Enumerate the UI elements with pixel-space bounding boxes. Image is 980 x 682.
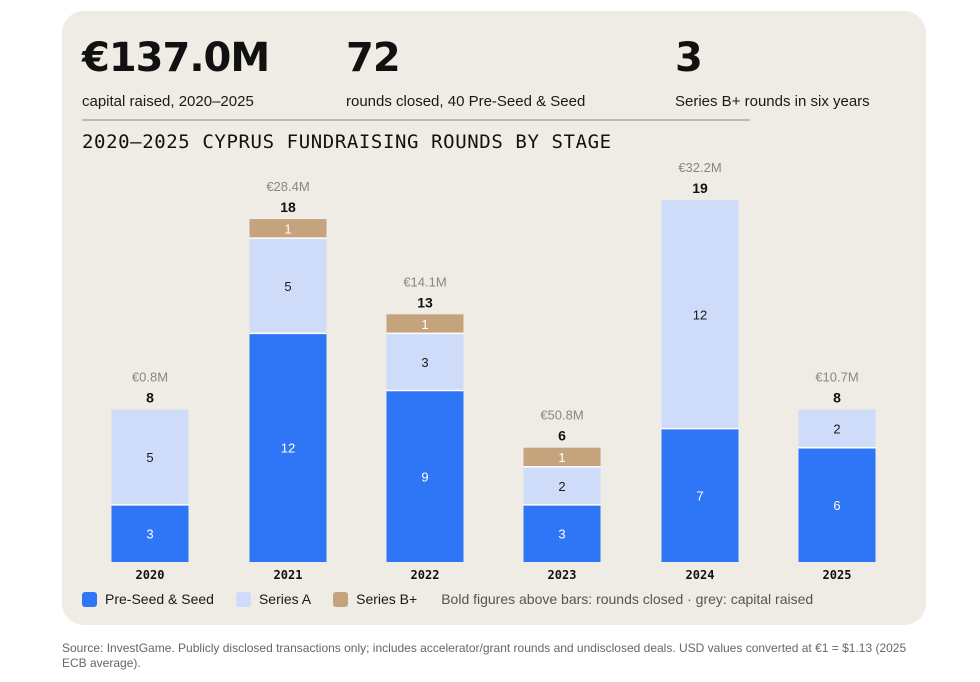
x-tick-label-2025: 2025 [823,568,852,582]
capital-label-2024: €32.2M [678,160,721,175]
kpi-rounds-value: 72 [346,35,401,81]
x-tick-label-2024: 2024 [686,568,715,582]
kpi-rounds-label: rounds closed, 40 Pre-Seed & Seed [346,93,586,110]
bar-value-label-pre-seed-seed-2021: 12 [281,441,295,456]
total-rounds-label-2021: 18 [280,199,296,215]
bar-value-label-pre-seed-seed-2025: 6 [833,498,840,513]
bar-segment-series-a-2020 [111,409,189,505]
bar-value-label-series-a-2022: 3 [421,355,428,370]
source-note: Source: InvestGame. Publicly disclosed t… [62,641,907,670]
bar-value-label-series-a-2024: 12 [693,307,707,322]
total-rounds-label-2025: 8 [833,390,841,406]
bar-segment-series-a-2024 [661,200,739,429]
legend-swatch-series-a [235,591,251,607]
bar-segment-pre-seed-seed-2021 [249,333,327,562]
bar-value-label-pre-seed-seed-2024: 7 [696,488,703,503]
legend-label-series-b: Series B+ [356,591,418,607]
bar-segment-pre-seed-seed-2025 [798,447,876,562]
bar-value-label-pre-seed-seed-2023: 3 [558,526,565,541]
x-tick-label-2021: 2021 [274,568,303,582]
total-rounds-label-2020: 8 [146,390,154,406]
kpi-seriesb-value: 3 [675,35,703,81]
bar-segment-pre-seed-seed-2022 [386,390,464,562]
capital-label-2021: €28.4M [266,179,309,194]
bar-segment-pre-seed-seed-2023 [523,504,601,562]
bar-value-label-series-b-2021: 1 [284,222,291,237]
bar-segment-pre-seed-seed-2024 [661,428,739,562]
total-rounds-label-2024: 19 [692,180,708,196]
kpi-seriesb-label: Series B+ rounds in six years [675,93,870,110]
x-tick-label-2020: 2020 [136,568,165,582]
x-tick-label-2022: 2022 [411,568,440,582]
bar-segment-series-b-2023 [523,447,601,467]
legend-item-series-b: Series B+ [333,591,417,607]
bar-segment-series-a-2023 [523,466,601,505]
bar-segment-series-a-2025 [798,409,876,448]
bar-segment-series-a-2022 [386,333,464,391]
legend-swatch-series-b [333,591,349,607]
legend-swatch-pre-seed [82,591,97,607]
total-rounds-label-2022: 13 [417,294,433,310]
kpi-divider [82,119,750,121]
chart-title: 2020–2025 CYPRUS FUNDRAISING ROUNDS BY S… [82,131,612,153]
capital-label-2020: €0.8M [132,370,168,385]
x-tick-label-2023: 2023 [548,568,577,582]
legend: Pre-Seed & Seed Series A Series B+ Bold … [82,590,813,608]
bar-value-label-series-a-2021: 5 [284,279,291,294]
legend-item-series-a: Series A [235,591,312,607]
capital-label-2023: €50.8M [540,408,583,423]
capital-label-2025: €10.7M [815,370,858,385]
legend-note: Bold figures above bars: rounds closed ·… [441,591,814,607]
bar-value-label-series-a-2025: 2 [833,422,840,437]
total-rounds-label-2023: 6 [558,428,566,444]
kpi-capital-label: capital raised, 2020–2025 [82,93,254,110]
bar-value-label-pre-seed-seed-2022: 9 [421,469,428,484]
legend-item-pre-seed: Pre-Seed & Seed [82,591,214,607]
capital-label-2022: €14.1M [403,274,446,289]
bar-value-label-series-a-2023: 2 [558,479,565,494]
bar-segment-pre-seed-seed-2020 [111,504,189,562]
bar-segment-series-b-2021 [249,219,327,239]
bar-value-label-series-b-2022: 1 [421,317,428,332]
legend-label-series-a: Series A [258,591,312,607]
bar-segment-series-a-2021 [249,238,327,334]
bar-value-label-pre-seed-seed-2020: 3 [146,526,153,541]
bar-value-label-series-a-2020: 5 [146,450,153,465]
chart-card [62,11,926,625]
bar-value-label-series-b-2023: 1 [558,450,565,465]
legend-label-pre-seed: Pre-Seed & Seed [105,591,214,607]
kpi-capital-value: €137.0M [82,35,270,81]
bar-segment-series-b-2022 [386,314,464,334]
